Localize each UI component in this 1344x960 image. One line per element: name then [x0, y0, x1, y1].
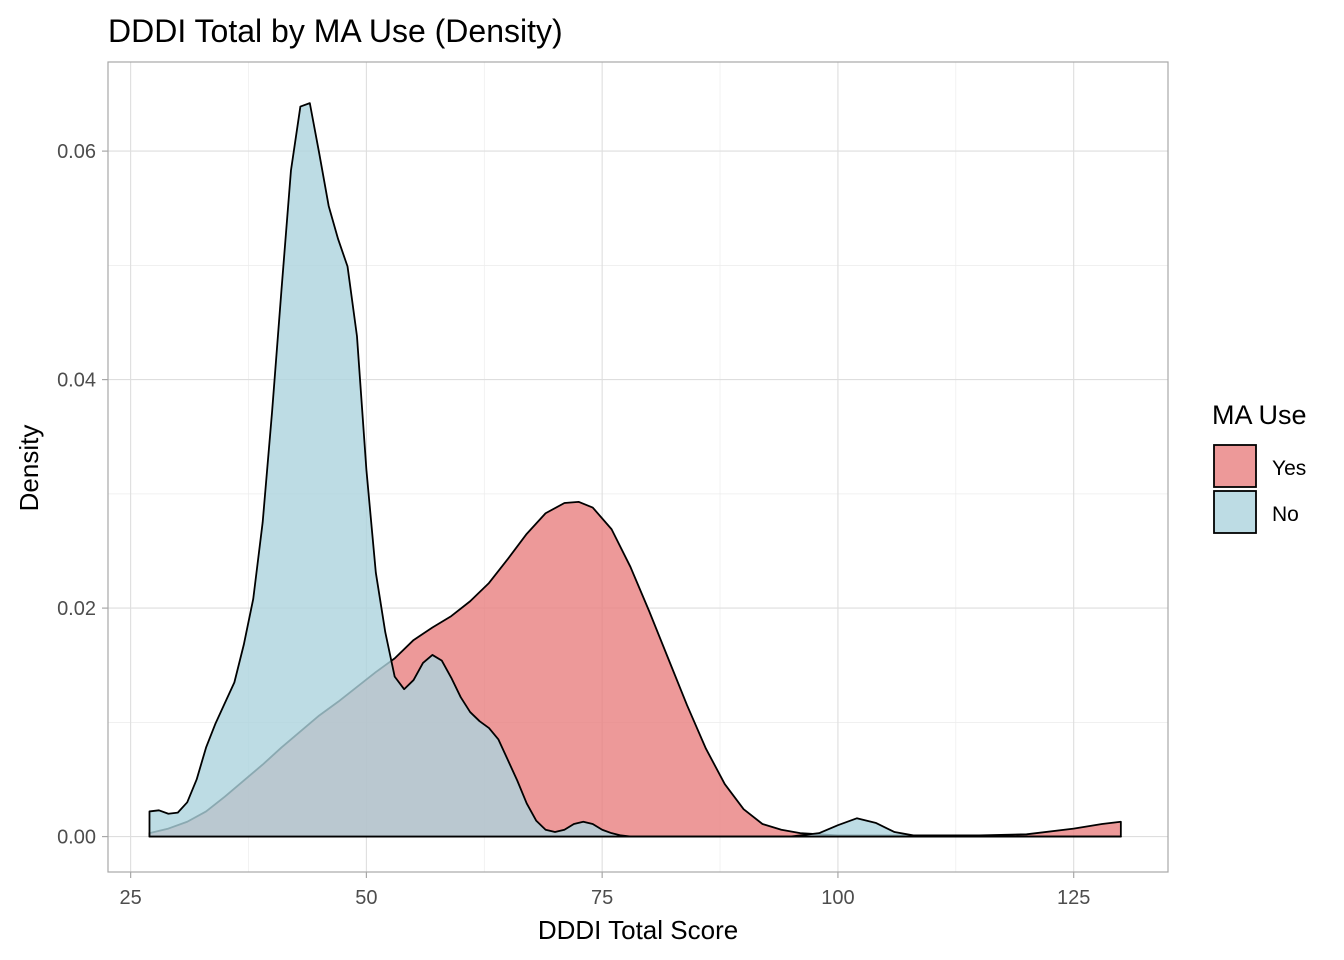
x-axis-title: DDDI Total Score: [538, 915, 738, 945]
legend-keys: Yes No: [1213, 444, 1306, 534]
density-area-no: [148, 102, 1122, 838]
x-tick-label: 75: [591, 887, 613, 909]
y-tick-label: 0.00: [57, 827, 96, 849]
legend-label-yes: Yes: [1272, 457, 1306, 480]
legend-key-no: [1213, 490, 1257, 534]
x-tick-label: 100: [821, 887, 854, 909]
legend-key-yes: [1213, 444, 1257, 488]
y-axis: 0.00 0.02 0.04 0.06: [57, 141, 108, 849]
y-tick-label: 0.06: [57, 141, 96, 163]
x-tick-label: 125: [1057, 887, 1090, 909]
x-tick-label: 25: [120, 887, 142, 909]
density-areas: [148, 102, 1122, 838]
y-tick-label: 0.04: [57, 370, 96, 392]
chart-title: DDDI Total by MA Use (Density): [108, 13, 563, 49]
x-tick-label: 50: [355, 887, 377, 909]
y-axis-title: Density: [14, 425, 44, 512]
plot-panel: [107, 61, 1169, 873]
legend: MA Use Yes No: [1212, 400, 1307, 534]
y-tick-label: 0.02: [57, 598, 96, 620]
legend-title: MA Use: [1212, 400, 1307, 430]
panel-border: [107, 61, 1169, 873]
x-axis: 25 50 75 100 125: [120, 872, 1090, 909]
legend-label-no: No: [1272, 503, 1299, 526]
